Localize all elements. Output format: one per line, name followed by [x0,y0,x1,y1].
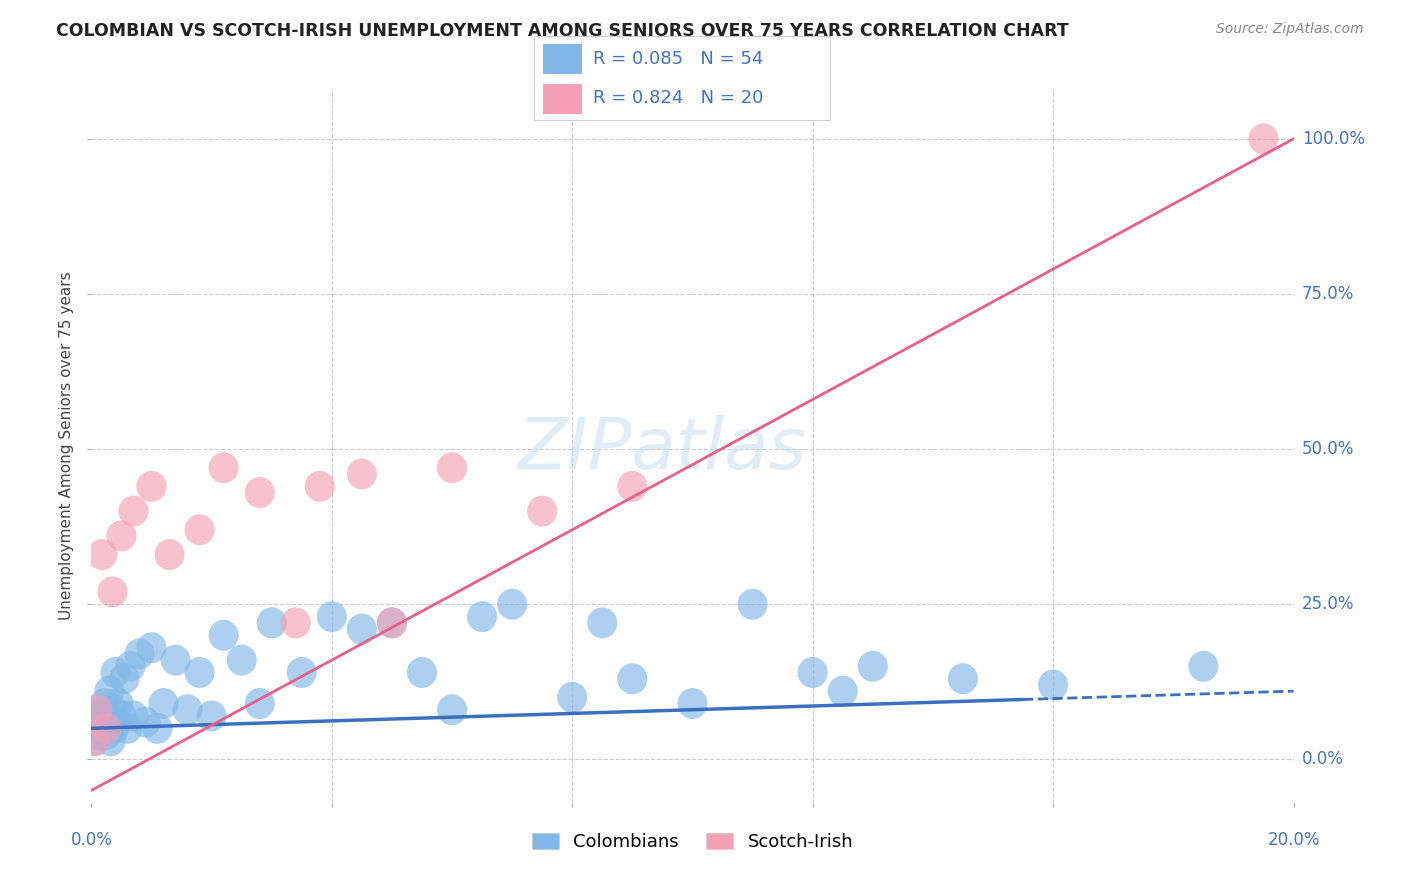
Text: 50.0%: 50.0% [1302,440,1354,458]
FancyBboxPatch shape [543,84,582,113]
Text: Source: ZipAtlas.com: Source: ZipAtlas.com [1216,22,1364,37]
FancyBboxPatch shape [543,44,582,74]
Text: ZIPatlas: ZIPatlas [517,415,807,483]
Legend: Colombians, Scotch-Irish: Colombians, Scotch-Irish [524,825,860,858]
Text: COLOMBIAN VS SCOTCH-IRISH UNEMPLOYMENT AMONG SENIORS OVER 75 YEARS CORRELATION C: COLOMBIAN VS SCOTCH-IRISH UNEMPLOYMENT A… [56,22,1069,40]
Text: 0.0%: 0.0% [70,830,112,848]
Text: R = 0.085   N = 54: R = 0.085 N = 54 [593,50,763,68]
Text: 20.0%: 20.0% [1267,830,1320,848]
Text: 75.0%: 75.0% [1302,285,1354,303]
Text: R = 0.824   N = 20: R = 0.824 N = 20 [593,89,763,107]
Y-axis label: Unemployment Among Seniors over 75 years: Unemployment Among Seniors over 75 years [59,272,75,620]
Text: 25.0%: 25.0% [1302,595,1354,613]
Text: 0.0%: 0.0% [1302,750,1344,768]
Text: 100.0%: 100.0% [1302,130,1365,148]
